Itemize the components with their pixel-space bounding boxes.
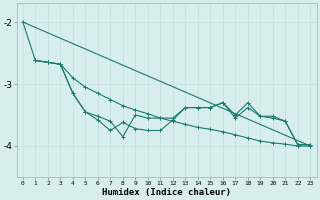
X-axis label: Humidex (Indice chaleur): Humidex (Indice chaleur) <box>102 188 231 197</box>
